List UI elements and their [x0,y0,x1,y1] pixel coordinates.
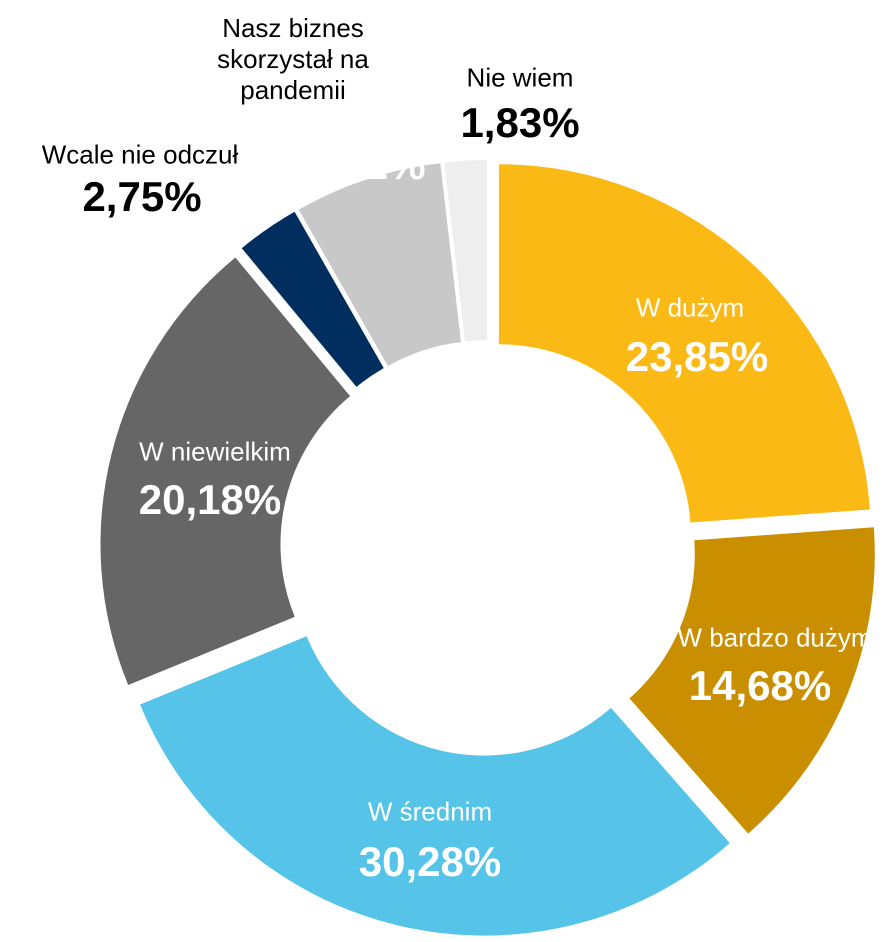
donut-slice [100,257,351,686]
category-label: W niewielkim [139,436,291,467]
category-label: Nie wiem [466,62,574,93]
donut-slice [629,527,875,834]
category-label: W bardzo dużym [677,622,873,653]
value-label: 1,83% [460,98,580,146]
category-label: Wcale nie odczuł [41,139,239,170]
donut-slice [444,160,488,342]
category-label: W średnim [367,796,493,827]
value-label: 23,85% [625,332,769,380]
value-label: 2,75% [82,172,202,220]
value-label: 30,28% [358,837,502,885]
category-label: Nasz biznes skorzystał na pandemii [217,13,369,106]
donut-slice [298,163,461,367]
category-label: W dużym [635,292,745,323]
value-label: 20,18% [138,475,282,523]
value-label: 6,42% [306,140,426,188]
donut-slice [241,211,384,387]
value-label: 14,68% [688,661,832,709]
donut-slice [498,164,870,523]
donut-slice [140,636,730,936]
